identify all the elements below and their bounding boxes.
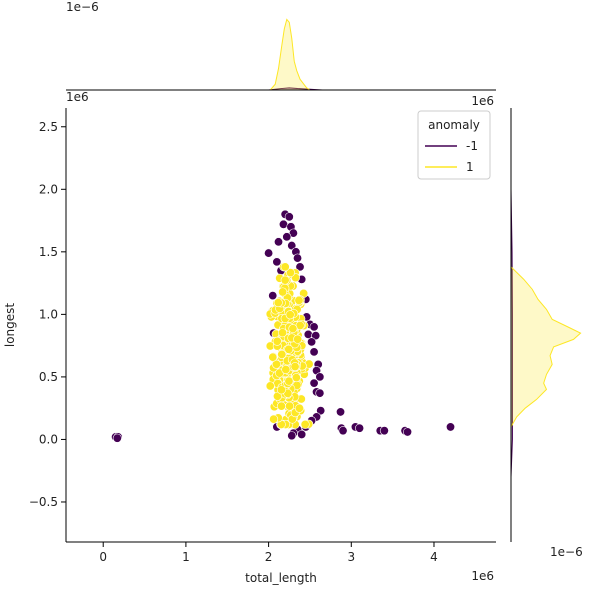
legend-label-anomaly-neg1: -1: [466, 139, 478, 153]
scatter-point-anomaly-1: [290, 362, 300, 372]
scatter-point-anomaly-neg1: [311, 331, 321, 341]
scatter-point-anomaly-neg1: [355, 423, 365, 433]
marginal-y-offset-text-lower: 1e−6: [550, 545, 583, 559]
scatter-point-anomaly-neg1: [274, 237, 284, 247]
scatter-point-anomaly-neg1: [287, 431, 297, 441]
scatter-point-anomaly-1: [300, 419, 310, 429]
marginal-y-density: [510, 189, 582, 477]
scatter-point-anomaly-neg1: [272, 257, 282, 267]
scatter-point-anomaly-1: [284, 344, 294, 354]
y-tick-label: 2.0: [39, 182, 58, 196]
scatter-point-anomaly-neg1: [338, 426, 348, 436]
marginal-x-density-anomaly-1: [269, 18, 312, 91]
scatter-point-anomaly-1: [276, 401, 286, 411]
scatter-point-anomaly-neg1: [403, 427, 413, 437]
scatter-point-anomaly-neg1: [309, 322, 319, 332]
y-tick-label: 1.5: [39, 245, 58, 259]
scatter-point-anomaly-1: [285, 310, 295, 320]
scatter-point-anomaly-1: [268, 352, 278, 362]
y-offset-text: 1e6: [66, 90, 89, 104]
scatter-point-anomaly-1: [284, 376, 294, 386]
marginal-x-density: [268, 18, 323, 91]
scatter-points: [111, 209, 456, 443]
y-tick-label: 0.5: [39, 370, 58, 384]
x-tick-label: 1: [182, 550, 190, 564]
scatter-point-anomaly-neg1: [268, 291, 278, 301]
x-tick-label: 4: [430, 550, 438, 564]
marginal-y-offset-text: 1e6: [471, 94, 494, 108]
scatter-point-anomaly-1: [276, 385, 286, 395]
scatter-point-anomaly-1: [271, 359, 281, 369]
scatter-point-anomaly-neg1: [315, 372, 325, 382]
scatter-point-anomaly-1: [291, 373, 301, 383]
marginal-x-offset-text: 1e−6: [66, 0, 99, 14]
x-axis-label: total_length: [245, 571, 317, 585]
y-tick-label: 2.5: [39, 120, 58, 134]
scatter-point-anomaly-1: [281, 365, 291, 375]
y-tick-label: 1.0: [39, 307, 58, 321]
scatter-point-anomaly-1: [293, 334, 303, 344]
scatter-point-anomaly-neg1: [309, 347, 319, 357]
scatter-point-anomaly-neg1: [309, 378, 319, 388]
scatter-point-anomaly-1: [269, 414, 279, 424]
legend: anomaly -1 1: [417, 110, 491, 180]
scatter-point-anomaly-neg1: [284, 212, 294, 222]
scatter-point-anomaly-1: [294, 403, 304, 413]
marginal-y-density-anomaly-1: [510, 265, 582, 429]
x-ticks: 0 1 2 3 4: [99, 542, 438, 564]
scatter-point-anomaly-1: [280, 275, 290, 285]
scatter-point-anomaly-1: [277, 349, 287, 359]
scatter-point-anomaly-neg1: [287, 241, 297, 251]
scatter-point-anomaly-neg1: [315, 388, 325, 398]
scatter-point-anomaly-neg1: [336, 407, 346, 417]
x-offset-text: 1e6: [471, 569, 494, 583]
scatter-point-anomaly-1: [280, 262, 290, 272]
legend-label-anomaly-1: 1: [466, 160, 474, 174]
scatter-point-anomaly-1: [272, 336, 282, 346]
joint-axes: 0 1 2 3 4 −0.5 0.0 0.5 1.0 1.5 2.0 2.5 total_lengt…: [3, 90, 496, 585]
x-tick-label: 2: [265, 550, 273, 564]
scatter-point-anomaly-neg1: [295, 262, 305, 272]
legend-box: [417, 110, 491, 180]
marginal-x-axes: 1e−6: [66, 0, 496, 91]
scatter-point-anomaly-neg1: [316, 406, 326, 416]
scatter-point-anomaly-1: [294, 295, 304, 305]
y-tick-label: 0.0: [39, 432, 58, 446]
scatter-point-anomaly-neg1: [293, 253, 303, 263]
scatter-point-anomaly-neg1: [278, 219, 288, 229]
marginal-y-axes: 1e−6: [510, 108, 583, 559]
scatter-point-anomaly-1: [278, 287, 288, 297]
scatter-point-anomaly-1: [265, 381, 275, 391]
legend-title: anomaly: [428, 118, 480, 132]
y-tick-label: −0.5: [29, 495, 58, 509]
y-axis-label: longest: [3, 303, 17, 348]
x-tick-label: 3: [347, 550, 355, 564]
scatter-point-anomaly-1: [278, 328, 288, 338]
scatter-point-anomaly-neg1: [297, 429, 307, 439]
scatter-point-anomaly-neg1: [282, 232, 292, 242]
y-ticks: −0.5 0.0 0.5 1.0 1.5 2.0 2.5: [29, 120, 66, 509]
scatter-point-anomaly-1: [273, 298, 283, 308]
scatter-point-anomaly-neg1: [303, 329, 313, 339]
scatter-point-anomaly-neg1: [264, 248, 274, 258]
scatter-point-anomaly-neg1: [112, 433, 122, 443]
scatter-point-anomaly-neg1: [307, 337, 317, 347]
scatter-point-anomaly-neg1: [446, 422, 456, 432]
scatter-point-anomaly-neg1: [379, 426, 389, 436]
scatter-point-anomaly-1: [288, 324, 298, 334]
x-tick-label: 0: [99, 550, 107, 564]
scatter-point-anomaly-1: [285, 268, 295, 278]
